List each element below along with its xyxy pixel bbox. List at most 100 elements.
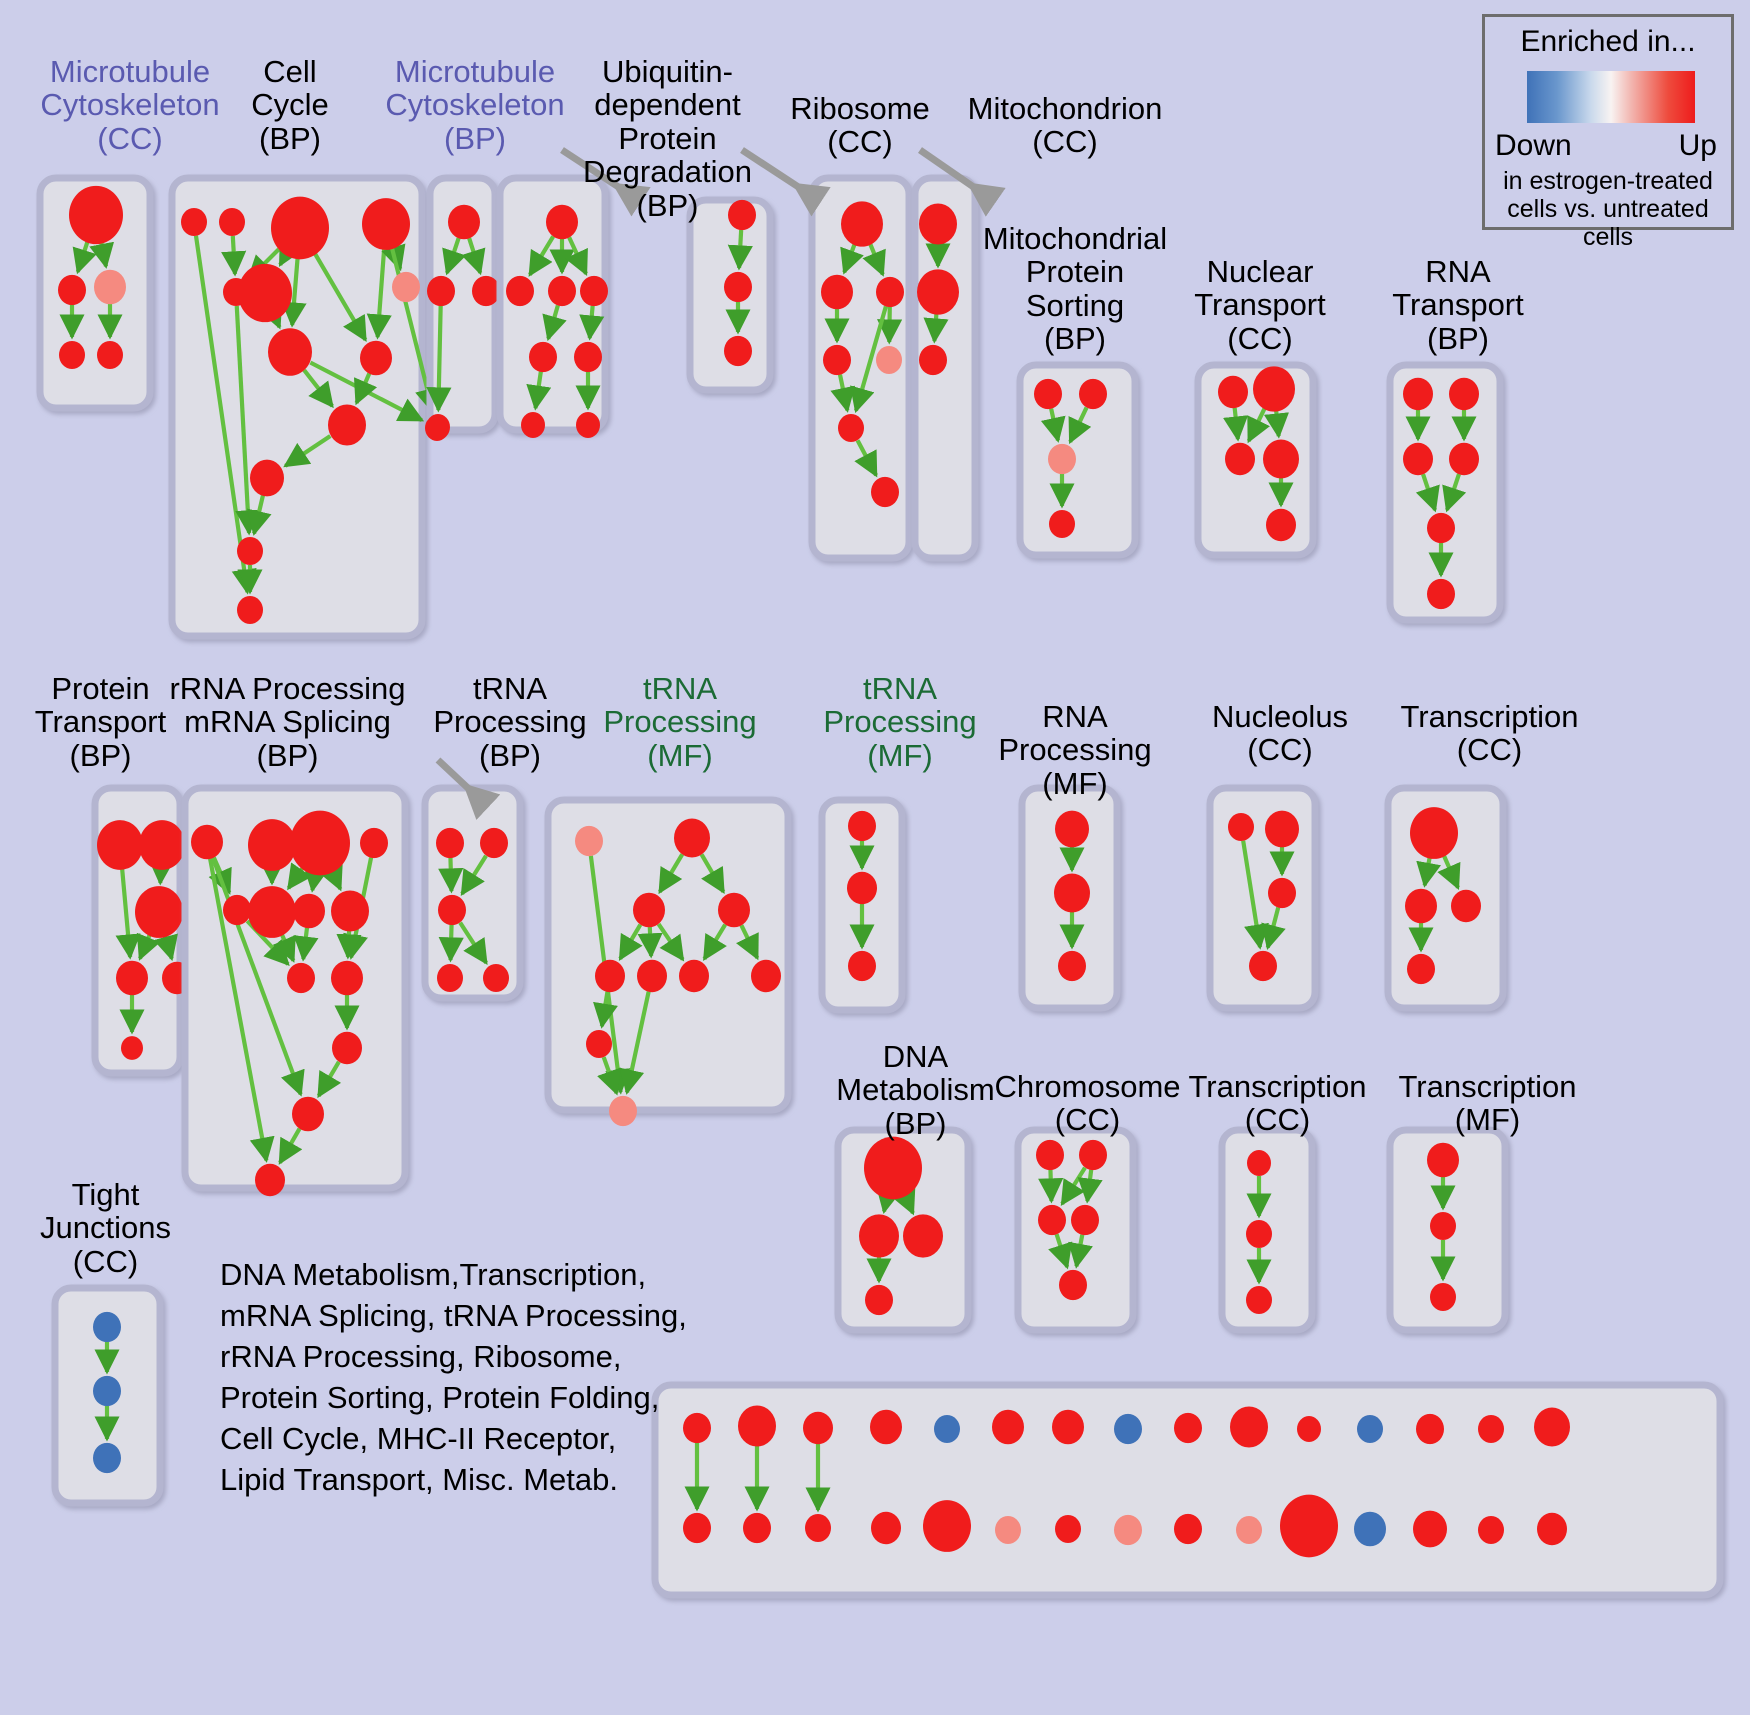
gene-node[interactable] — [480, 827, 508, 859]
gene-node[interactable] — [864, 1136, 922, 1200]
gene-node[interactable] — [871, 476, 899, 508]
gene-node[interactable] — [1253, 366, 1295, 412]
gene-node[interactable] — [287, 962, 315, 994]
gene-node[interactable] — [1079, 1139, 1107, 1171]
gene-node[interactable] — [738, 1405, 776, 1447]
gene-node[interactable] — [1265, 810, 1299, 848]
gene-node[interactable] — [139, 820, 185, 870]
gene-node[interactable] — [293, 893, 325, 929]
gene-node[interactable] — [995, 1515, 1021, 1545]
gene-node[interactable] — [1405, 888, 1437, 924]
gene-node[interactable] — [332, 1031, 362, 1065]
gene-node[interactable] — [1036, 1139, 1064, 1171]
gene-node[interactable] — [248, 886, 296, 938]
gene-node[interactable] — [1410, 807, 1458, 859]
gene-node[interactable] — [848, 810, 876, 842]
gene-node[interactable] — [1407, 953, 1435, 985]
gene-node[interactable] — [548, 275, 576, 307]
gene-node[interactable] — [116, 960, 148, 996]
gene-node[interactable] — [876, 276, 904, 308]
gene-node[interactable] — [248, 819, 296, 871]
gene-node[interactable] — [1266, 508, 1296, 542]
gene-node[interactable] — [919, 203, 957, 245]
gene-node[interactable] — [575, 825, 603, 857]
gene-node[interactable] — [1268, 877, 1296, 909]
gene-node[interactable] — [1174, 1412, 1202, 1444]
gene-node[interactable] — [724, 271, 752, 303]
gene-node[interactable] — [934, 1414, 960, 1444]
gene-node[interactable] — [362, 198, 410, 250]
gene-node[interactable] — [521, 412, 545, 438]
gene-node[interactable] — [870, 1409, 902, 1445]
gene-node[interactable] — [1055, 1514, 1081, 1544]
gene-node[interactable] — [1430, 1211, 1456, 1241]
gene-node[interactable] — [847, 871, 877, 905]
gene-node[interactable] — [93, 1442, 121, 1474]
gene-node[interactable] — [848, 950, 876, 982]
gene-node[interactable] — [683, 1412, 711, 1444]
gene-node[interactable] — [1449, 377, 1479, 411]
gene-node[interactable] — [1055, 810, 1089, 848]
gene-node[interactable] — [93, 1311, 121, 1343]
gene-node[interactable] — [427, 275, 455, 307]
gene-node[interactable] — [448, 204, 480, 240]
gene-node[interactable] — [472, 275, 500, 307]
gene-node[interactable] — [1049, 509, 1075, 539]
gene-node[interactable] — [438, 894, 466, 926]
gene-node[interactable] — [992, 1409, 1024, 1445]
gene-node[interactable] — [59, 340, 85, 370]
gene-node[interactable] — [1427, 1142, 1459, 1178]
gene-node[interactable] — [1403, 377, 1433, 411]
gene-node[interactable] — [1114, 1514, 1142, 1546]
gene-node[interactable] — [238, 263, 292, 323]
gene-node[interactable] — [823, 344, 851, 376]
gene-node[interactable] — [219, 207, 245, 237]
gene-node[interactable] — [743, 1512, 771, 1544]
gene-node[interactable] — [483, 963, 509, 993]
gene-node[interactable] — [637, 959, 667, 993]
gene-node[interactable] — [1430, 1282, 1456, 1312]
gene-node[interactable] — [328, 404, 366, 446]
gene-node[interactable] — [1451, 889, 1481, 923]
gene-node[interactable] — [919, 344, 947, 376]
gene-node[interactable] — [1280, 1494, 1338, 1558]
gene-node[interactable] — [679, 959, 709, 993]
gene-node[interactable] — [223, 894, 251, 926]
gene-node[interactable] — [436, 827, 464, 859]
gene-node[interactable] — [917, 269, 959, 315]
gene-node[interactable] — [1225, 442, 1255, 476]
gene-node[interactable] — [574, 341, 602, 373]
gene-node[interactable] — [876, 345, 902, 375]
gene-node[interactable] — [865, 1284, 893, 1316]
gene-node[interactable] — [586, 1029, 612, 1059]
gene-node[interactable] — [97, 340, 123, 370]
gene-node[interactable] — [1427, 578, 1455, 610]
gene-node[interactable] — [683, 1512, 711, 1544]
gene-node[interactable] — [751, 959, 781, 993]
gene-node[interactable] — [1427, 512, 1455, 544]
gene-node[interactable] — [724, 335, 752, 367]
gene-node[interactable] — [1478, 1515, 1504, 1545]
gene-node[interactable] — [292, 1096, 324, 1132]
gene-node[interactable] — [331, 890, 369, 932]
gene-node[interactable] — [1413, 1510, 1447, 1548]
gene-node[interactable] — [1354, 1511, 1386, 1547]
gene-node[interactable] — [805, 1513, 831, 1543]
gene-node[interactable] — [1218, 375, 1248, 409]
gene-node[interactable] — [923, 1500, 971, 1552]
gene-node[interactable] — [360, 340, 392, 376]
gene-node[interactable] — [1416, 1413, 1444, 1445]
gene-node[interactable] — [268, 328, 312, 376]
gene-node[interactable] — [426, 414, 450, 440]
gene-node[interactable] — [1058, 950, 1086, 982]
gene-node[interactable] — [580, 275, 608, 307]
gene-node[interactable] — [237, 536, 263, 566]
gene-node[interactable] — [1079, 378, 1107, 410]
gene-node[interactable] — [1034, 378, 1062, 410]
gene-node[interactable] — [1236, 1515, 1262, 1545]
gene-node[interactable] — [838, 413, 864, 443]
gene-node[interactable] — [609, 1095, 637, 1127]
gene-node[interactable] — [871, 1511, 901, 1545]
gene-node[interactable] — [1537, 1512, 1567, 1546]
gene-node[interactable] — [97, 820, 143, 870]
